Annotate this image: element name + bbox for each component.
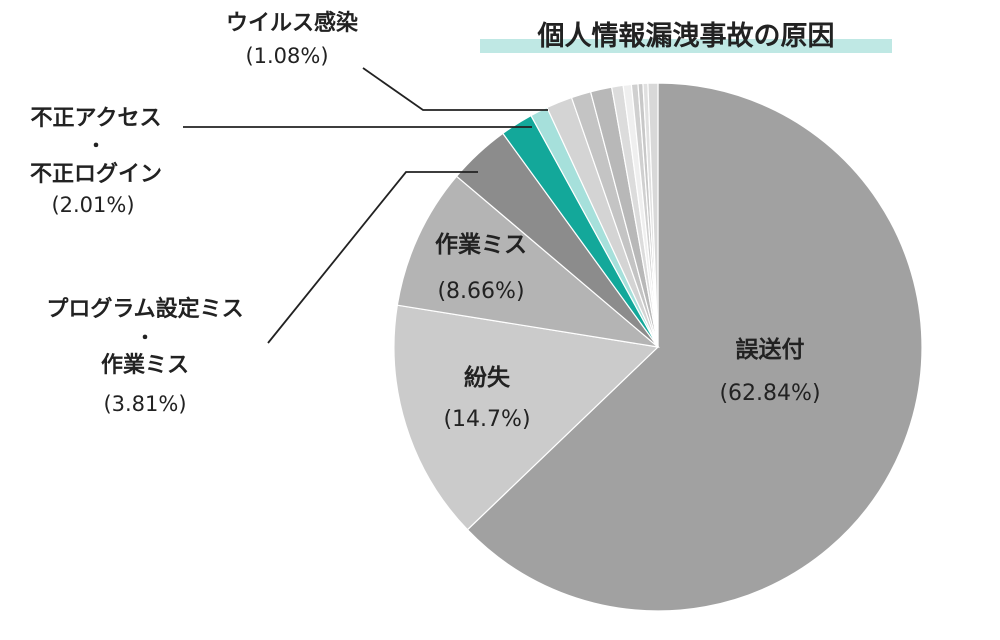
callout-program-label-1: プログラム設定ミス: [46, 296, 243, 322]
chart-title: 個人情報漏洩事故の原因: [537, 21, 835, 52]
slice-label-misdelivery: 誤送付: [736, 336, 805, 363]
slice-value-operation-error: (8.66%): [437, 279, 524, 304]
callout-access-value: (2.01%): [51, 193, 134, 217]
slice-label-loss: 紛失: [464, 364, 511, 391]
title-highlight-band: [480, 39, 892, 53]
leader-line-program: [267, 171, 478, 344]
callout-virus-label: ウイルス感染: [226, 10, 358, 36]
slice-value-misdelivery: (62.84%): [719, 381, 820, 406]
leader-line-virus: [362, 67, 548, 111]
pie-slice-15: [647, 82, 659, 348]
callout-program-dot: ・: [136, 328, 154, 349]
callout-access-dot: ・: [87, 136, 105, 157]
callout-access-label-2: 不正ログイン: [30, 161, 162, 187]
pie-slices: [393, 82, 923, 612]
callout-program-value: (3.81%): [103, 392, 186, 416]
slice-value-loss: (14.7%): [443, 407, 530, 432]
pie-slice-1: [466, 82, 923, 612]
callout-access-label-1: 不正アクセス: [31, 106, 162, 131]
callout-virus-value: (1.08%): [245, 44, 328, 68]
pie-slice-2: [393, 304, 660, 531]
slice-label-operation-error: 作業ミス: [435, 231, 527, 258]
callout-program-label-2: 作業ミス: [101, 353, 189, 378]
pie-slice-3: [396, 175, 661, 348]
